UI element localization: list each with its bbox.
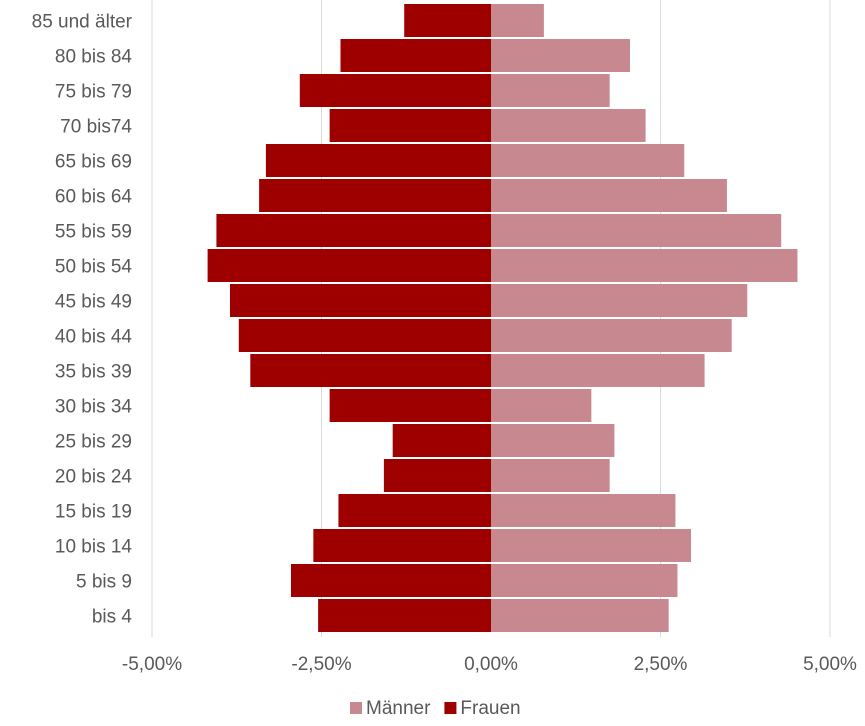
- category-label: bis 4: [92, 607, 133, 628]
- category-label: 45 bis 49: [55, 292, 132, 313]
- category-label: 30 bis 34: [55, 397, 133, 418]
- bar-frauen-3: [329, 109, 491, 142]
- x-tick-label: 5,00%: [803, 654, 857, 675]
- bar-frauen-10: [250, 354, 491, 387]
- legend-swatch-männer: [350, 702, 362, 714]
- bar-frauen-17: [318, 599, 491, 632]
- bar-männer-12: [491, 424, 615, 457]
- bar-männer-16: [491, 564, 678, 597]
- bar-frauen-16: [290, 564, 491, 597]
- category-label: 10 bis 14: [55, 537, 133, 558]
- category-label: 70 bis74: [60, 117, 132, 138]
- category-label: 60 bis 64: [55, 187, 133, 208]
- bar-frauen-7: [207, 249, 491, 282]
- bar-männer-2: [491, 74, 610, 107]
- bar-männer-14: [491, 494, 676, 527]
- bar-männer-13: [491, 459, 610, 492]
- legend-label-frauen: Frauen: [460, 698, 520, 719]
- bar-männer-9: [491, 319, 732, 352]
- x-axis-tick-labels: -5,00% -2,50% 0,00% 2,50% 5,00%: [122, 654, 857, 675]
- bar-männer-0: [491, 4, 544, 37]
- category-labels: 85 und älter 80 bis 84 75 bis 79 70 bis74 65…: [32, 12, 133, 628]
- bar-frauen-15: [313, 529, 491, 562]
- category-label: 75 bis 79: [55, 82, 132, 103]
- bar-männer-15: [491, 529, 692, 562]
- bar-männer-4: [491, 144, 685, 177]
- category-label: 85 und älter: [32, 12, 133, 33]
- bar-männer-3: [491, 109, 646, 142]
- category-label: 50 bis 54: [55, 257, 133, 278]
- bar-frauen-4: [265, 144, 491, 177]
- bar-frauen-12: [392, 424, 491, 457]
- bar-frauen-1: [340, 39, 491, 72]
- bar-frauen-11: [329, 389, 491, 422]
- category-label: 5 bis 9: [76, 572, 132, 593]
- category-label: 25 bis 29: [55, 432, 132, 453]
- category-label: 55 bis 59: [55, 222, 132, 243]
- bar-männer-6: [491, 214, 782, 247]
- bar-männer-5: [491, 179, 727, 212]
- bar-frauen-14: [338, 494, 491, 527]
- category-label: 65 bis 69: [55, 152, 132, 173]
- bar-männer-1: [491, 39, 630, 72]
- bar-frauen-5: [259, 179, 491, 212]
- bar-männer-11: [491, 389, 592, 422]
- bar-frauen-2: [299, 74, 491, 107]
- x-tick-label: 0,00%: [464, 654, 518, 675]
- x-tick-label: 2,50%: [634, 654, 688, 675]
- x-tick-label: -5,00%: [122, 654, 182, 675]
- bar-frauen-6: [216, 214, 491, 247]
- legend-swatch-frauen: [444, 702, 457, 714]
- category-label: 40 bis 44: [55, 327, 133, 348]
- legend: Männer Frauen: [350, 698, 521, 719]
- bars: [207, 4, 798, 632]
- bar-frauen-13: [383, 459, 491, 492]
- x-tick-label: -2,50%: [291, 654, 351, 675]
- bar-männer-7: [491, 249, 798, 282]
- category-label: 20 bis 24: [55, 467, 133, 488]
- category-label: 80 bis 84: [55, 47, 133, 68]
- bar-frauen-9: [238, 319, 491, 352]
- bar-männer-10: [491, 354, 705, 387]
- bar-männer-17: [491, 599, 669, 632]
- bar-frauen-0: [404, 4, 491, 37]
- category-label: 35 bis 39: [55, 362, 132, 383]
- legend-label-männer: Männer: [366, 698, 431, 719]
- bar-frauen-8: [229, 284, 491, 317]
- bar-männer-8: [491, 284, 748, 317]
- category-label: 15 bis 19: [55, 502, 132, 523]
